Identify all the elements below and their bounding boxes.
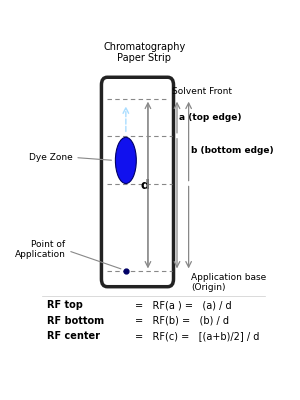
Text: Chromatography
Paper Strip: Chromatography Paper Strip [103,42,186,64]
Text: d: d [140,178,149,192]
Text: =   RF(c) =   [(a+b)/2] / d: = RF(c) = [(a+b)/2] / d [135,331,260,341]
Text: RF bottom: RF bottom [47,316,104,326]
Text: b (bottom edge): b (bottom edge) [191,146,274,155]
Text: a (top edge): a (top edge) [179,113,242,122]
Text: =   RF(b) =   (b) / d: = RF(b) = (b) / d [135,316,229,326]
Text: =   RF(a ) =   (a) / d: = RF(a ) = (a) / d [135,300,232,310]
Text: Solvent Front: Solvent Front [172,87,233,96]
Text: RF top: RF top [47,300,83,310]
FancyBboxPatch shape [101,77,173,287]
Text: Dye Zone: Dye Zone [28,153,112,162]
Ellipse shape [116,137,136,184]
Text: RF center: RF center [47,331,100,341]
Text: Point of
Application: Point of Application [14,240,121,269]
Text: Application base
(Origin): Application base (Origin) [191,273,266,292]
